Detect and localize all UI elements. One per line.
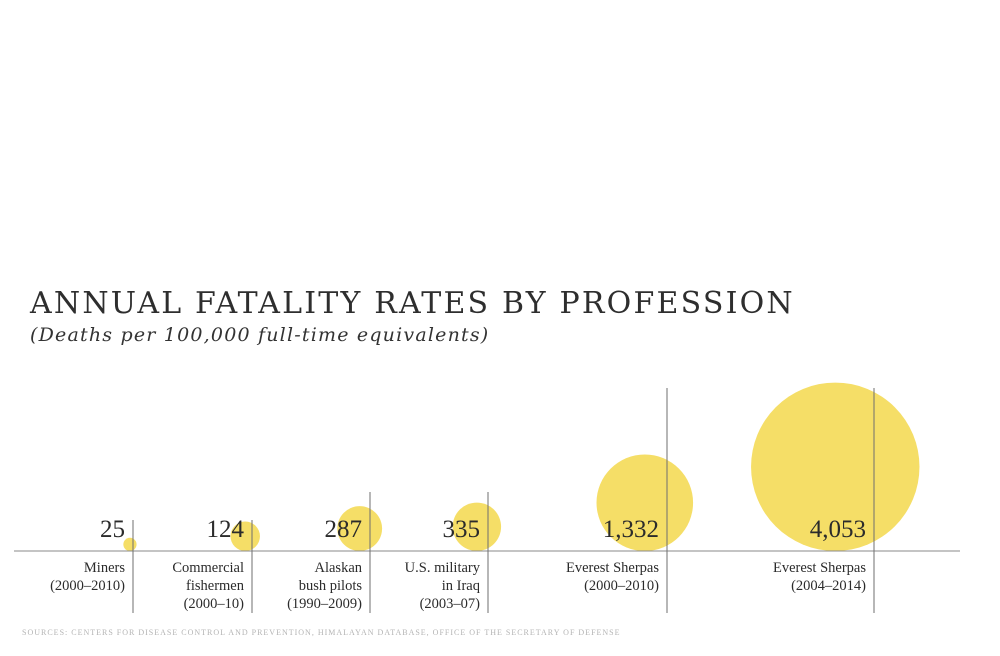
bubble-5 <box>751 382 920 551</box>
chart-subtitle: (Deaths per 100,000 full-time equivalent… <box>30 324 490 346</box>
value-label-2: 287 <box>324 516 363 543</box>
bubble-4 <box>596 454 694 551</box>
category-label-3: U.S. military in Iraq (2003–07) <box>404 560 480 612</box>
source-note: SOURCES: CENTERS FOR DISEASE CONTROL AND… <box>22 628 621 637</box>
category-label-5: Everest Sherpas (2004–2014) <box>772 560 866 594</box>
category-label-0: Miners (2000–2010) <box>50 560 125 594</box>
bubble-2 <box>337 506 383 551</box>
axes-layer <box>14 388 960 613</box>
bubble-3 <box>452 502 502 551</box>
value-label-5: 4,053 <box>809 516 866 543</box>
category-label-2: Alaskan bush pilots (1990–2009) <box>287 560 362 612</box>
value-label-3: 335 <box>442 516 481 543</box>
category-label-4: Everest Sherpas (2000–2010) <box>565 560 659 594</box>
value-label-0: 25 <box>100 516 125 543</box>
bubble-0 <box>123 537 137 551</box>
value-label-1: 124 <box>206 516 245 543</box>
bubble-1 <box>230 521 260 552</box>
category-label-1: Commercial fishermen (2000–10) <box>172 560 244 612</box>
bubbles-layer <box>123 382 920 552</box>
chart-title: ANNUAL FATALITY RATES BY PROFESSION <box>30 286 795 321</box>
value-label-4: 1,332 <box>602 516 659 543</box>
